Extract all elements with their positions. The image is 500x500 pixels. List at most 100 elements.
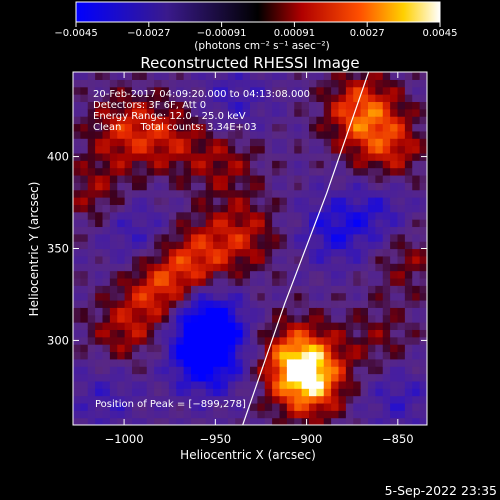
heatmap-cell xyxy=(205,417,214,425)
heatmap-cell xyxy=(191,285,199,294)
heatmap-cell xyxy=(272,219,281,228)
heatmap-cell xyxy=(176,410,185,419)
heatmap-cell xyxy=(316,79,325,88)
heatmap-cell xyxy=(154,329,163,338)
heatmap-cell xyxy=(294,358,303,367)
heatmap-cell xyxy=(95,94,104,103)
heatmap-cell xyxy=(87,123,96,132)
heatmap-cell xyxy=(250,211,258,220)
heatmap-cell xyxy=(382,226,391,235)
heatmap-cell xyxy=(227,299,236,308)
heatmap-cell xyxy=(338,219,347,228)
heatmap-cell xyxy=(213,226,222,235)
heatmap-cell xyxy=(316,417,325,425)
heatmap-cell xyxy=(294,116,303,125)
heatmap-cell xyxy=(382,263,391,272)
heatmap-cell xyxy=(198,94,207,103)
heatmap-cell xyxy=(235,402,244,411)
heatmap-cell xyxy=(404,101,413,110)
heatmap-cell xyxy=(102,211,111,220)
heatmap-cell xyxy=(227,410,236,419)
heatmap-cell xyxy=(323,285,332,294)
heatmap-cell xyxy=(323,314,332,323)
heatmap-cell xyxy=(294,314,303,323)
heatmap-cell xyxy=(353,108,362,117)
heatmap-cell xyxy=(198,402,207,411)
heatmap-cell xyxy=(205,395,214,404)
heatmap-cell xyxy=(264,167,273,176)
heatmap-cell xyxy=(227,292,236,301)
heatmap-cell xyxy=(146,138,155,147)
heatmap-cell xyxy=(161,380,170,389)
heatmap-cell xyxy=(345,233,354,242)
heatmap-cell xyxy=(95,395,104,404)
heatmap-cell xyxy=(87,314,96,323)
heatmap-cell xyxy=(220,292,229,301)
heatmap-cell xyxy=(390,189,399,198)
heatmap-cell xyxy=(227,255,236,264)
heatmap-cell xyxy=(80,248,89,257)
heatmap-cell xyxy=(132,123,140,132)
heatmap-cell xyxy=(368,417,376,425)
heatmap-cell xyxy=(73,388,81,397)
heatmap-cell xyxy=(227,226,236,235)
heatmap-cell xyxy=(368,358,376,367)
heatmap-cell xyxy=(183,241,192,250)
heatmap-cell xyxy=(154,263,163,272)
heatmap-cell xyxy=(316,94,325,103)
heatmap-cell xyxy=(272,123,281,132)
heatmap-cell xyxy=(294,322,303,330)
heatmap-cell xyxy=(117,174,126,183)
heatmap-cell xyxy=(227,366,236,375)
colorbar: −0.0045 −0.0027 −0.00091 0.00091 0.0027 0.004… xyxy=(54,1,458,52)
heatmap-cell xyxy=(176,380,185,389)
heatmap-cell xyxy=(375,197,384,205)
heatmap-cell xyxy=(286,314,295,323)
heatmap-cell xyxy=(154,233,163,242)
heatmap-cell xyxy=(368,123,376,132)
heatmap-cell xyxy=(176,358,185,367)
heatmap-cell xyxy=(242,322,251,330)
heatmap-cell xyxy=(102,101,111,110)
heatmap-cell xyxy=(183,116,192,125)
heatmap-cell xyxy=(191,248,199,257)
heatmap-cell xyxy=(117,79,126,88)
heatmap-cell xyxy=(338,189,347,198)
heatmap-cell xyxy=(382,72,391,80)
heatmap-cell xyxy=(279,204,288,213)
heatmap-cell xyxy=(87,101,96,110)
heatmap-cell xyxy=(198,86,207,95)
heatmap-cell xyxy=(132,270,140,279)
heatmap-cell xyxy=(80,167,89,176)
heatmap-cell xyxy=(198,410,207,419)
heatmap-cell xyxy=(390,174,399,183)
info-clean-counts: Clean Total counts: 3.34E+03 xyxy=(93,122,257,133)
heatmap-cell xyxy=(220,285,229,294)
heatmap-cell xyxy=(139,263,148,272)
heatmap-cell xyxy=(213,204,222,213)
heatmap-area xyxy=(73,72,427,425)
heatmap-cell xyxy=(235,417,244,425)
heatmap-cell xyxy=(323,174,332,183)
heatmap-cell xyxy=(176,351,185,360)
heatmap-cell xyxy=(198,263,207,272)
heatmap-cell xyxy=(404,307,413,316)
heatmap-cell xyxy=(117,233,126,242)
heatmap-cell xyxy=(360,402,369,411)
heatmap-cell xyxy=(375,101,384,110)
heatmap-cell xyxy=(257,388,266,397)
heatmap-cell xyxy=(338,255,347,264)
heatmap-cell xyxy=(109,292,118,301)
heatmap-cell xyxy=(168,373,177,382)
heatmap-cell xyxy=(213,86,222,95)
heatmap-cell xyxy=(102,358,111,367)
heatmap-cell xyxy=(375,322,384,330)
heatmap-cell xyxy=(272,197,281,205)
heatmap-cell xyxy=(419,226,427,235)
heatmap-cell xyxy=(294,79,303,88)
heatmap-cell xyxy=(412,197,421,205)
heatmap-cell xyxy=(87,285,96,294)
heatmap-cell xyxy=(109,388,118,397)
heatmap-cell xyxy=(382,380,391,389)
heatmap-cell xyxy=(272,233,281,242)
